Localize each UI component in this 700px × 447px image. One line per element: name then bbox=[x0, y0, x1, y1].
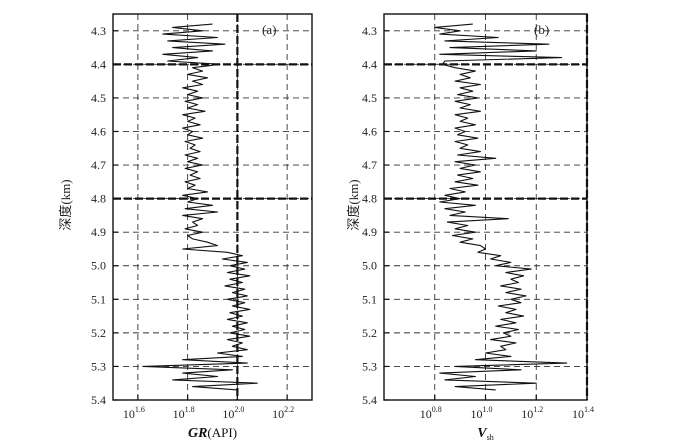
y-tick-label-4.3: 4.3 bbox=[91, 24, 106, 38]
y-tick-label-5.1: 5.1 bbox=[91, 292, 106, 306]
y-tick-label-5.3: 5.3 bbox=[91, 359, 106, 373]
y-tick-label-4.6: 4.6 bbox=[91, 124, 106, 138]
y-tick-label-4.6: 4.6 bbox=[362, 124, 377, 138]
y-tick-label-4.7: 4.7 bbox=[91, 158, 106, 172]
x-tick-label-2.2: 102.2 bbox=[272, 405, 294, 421]
y-axis-label: 深度(km) bbox=[346, 179, 361, 230]
plot-frame bbox=[112, 13, 313, 401]
y-tick-label-5.3: 5.3 bbox=[362, 359, 377, 373]
log-curve-gr bbox=[142, 23, 258, 391]
y-tick-label-4.5: 4.5 bbox=[362, 91, 377, 105]
y-tick-label-4.8: 4.8 bbox=[91, 192, 106, 206]
y-tick-label-5.0: 5.0 bbox=[362, 259, 377, 273]
y-tick-label-5.2: 5.2 bbox=[91, 326, 106, 340]
y-tick-label-5.4: 5.4 bbox=[91, 393, 106, 407]
y-axis-label: 深度(km) bbox=[58, 179, 73, 230]
x-axis-label: Vsh bbox=[477, 426, 493, 442]
y-tick-label-4.8: 4.8 bbox=[362, 192, 377, 206]
x-tick-label-1.8: 101.8 bbox=[173, 405, 195, 421]
y-tick-label-4.4: 4.4 bbox=[362, 57, 377, 71]
y-tick-label-4.4: 4.4 bbox=[91, 57, 106, 71]
x-tick-label-1.6: 101.6 bbox=[123, 405, 145, 421]
y-tick-label-4.9: 4.9 bbox=[91, 225, 106, 239]
x-tick-label-1.2: 101.2 bbox=[521, 405, 543, 421]
x-tick-label-2.0: 102.0 bbox=[222, 405, 244, 421]
panel-b: 4.3 4.4 4.5 4.6 4.7 4.8 4.9 5.0 5.1 5.2 5.3 5.4 100.… bbox=[346, 13, 594, 442]
log-curve-vsh bbox=[434, 23, 568, 391]
x-tick-label-1.4: 101.4 bbox=[572, 405, 594, 421]
y-tick-label-4.9: 4.9 bbox=[362, 225, 377, 239]
x-tick-label-1.0: 101.0 bbox=[471, 405, 493, 421]
panel-label: (a) bbox=[262, 22, 276, 37]
y-tick-label-4.7: 4.7 bbox=[362, 158, 377, 172]
y-tick-label-5.4: 5.4 bbox=[362, 393, 377, 407]
y-tick-label-4.5: 4.5 bbox=[91, 91, 106, 105]
y-tick-label-5.1: 5.1 bbox=[362, 292, 377, 306]
x-tick-label-0.8: 100.8 bbox=[420, 405, 442, 421]
panel-a: 4.3 4.4 4.5 4.6 4.7 4.8 4.9 5.0 5.1 5.2 5.3 5.4 101.… bbox=[58, 13, 313, 441]
y-tick-label-5.2: 5.2 bbox=[362, 326, 377, 340]
x-axis-label: GR(API) bbox=[188, 425, 237, 441]
y-tick-label-5.0: 5.0 bbox=[91, 259, 106, 273]
panel-label: (b) bbox=[534, 22, 549, 37]
y-tick-label-4.3: 4.3 bbox=[362, 24, 377, 38]
